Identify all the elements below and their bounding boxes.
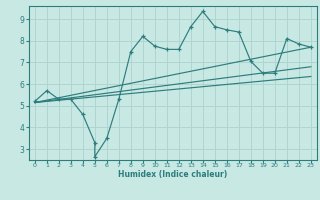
X-axis label: Humidex (Indice chaleur): Humidex (Indice chaleur) [118,170,228,179]
